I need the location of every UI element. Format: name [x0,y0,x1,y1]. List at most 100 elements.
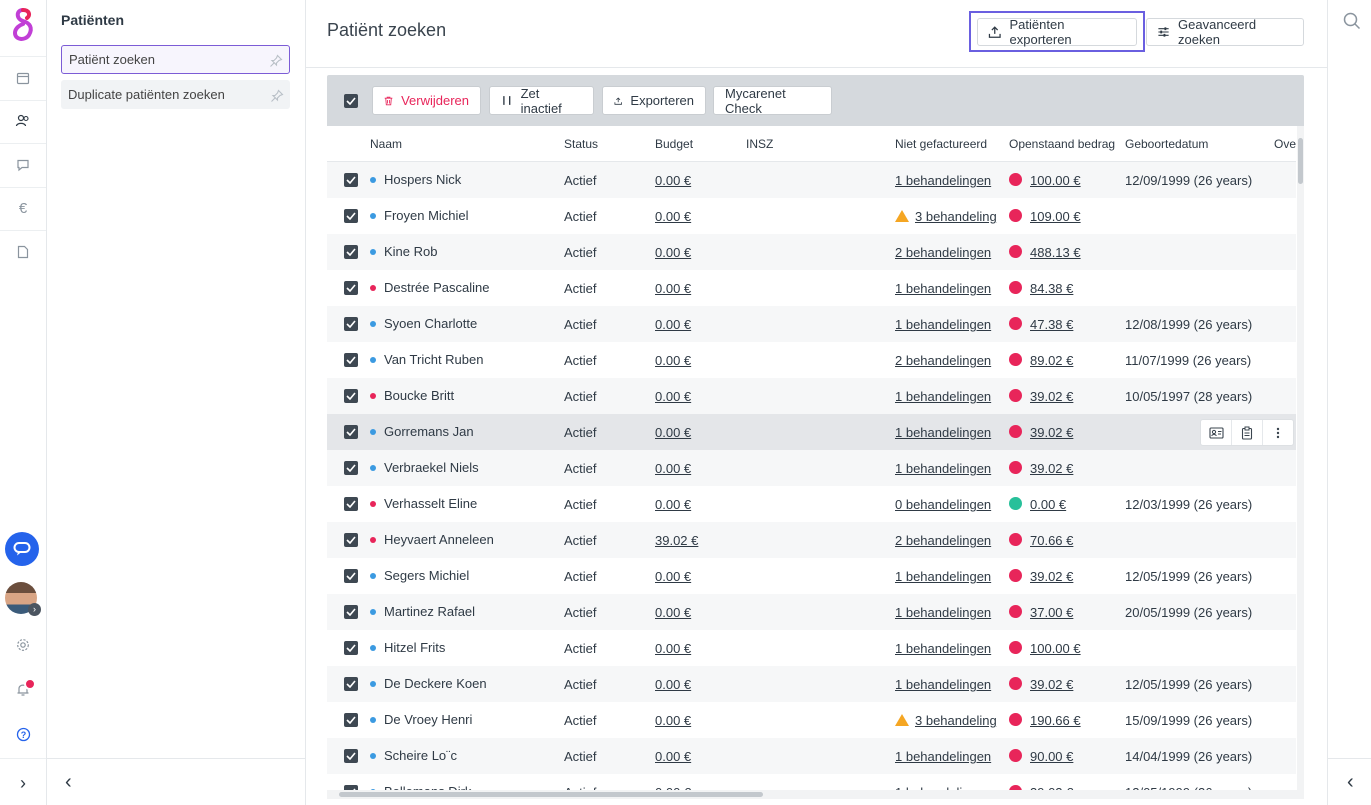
row-checkbox[interactable] [344,281,358,295]
budget-link[interactable]: 0.00 € [655,317,692,332]
unbilled-link[interactable]: 2 behandelingen [895,533,992,548]
table-row[interactable]: De Deckere Koen Actief 0.00 € 1 behandeling… [327,666,1296,702]
pin-icon[interactable] [270,80,284,109]
unbilled-link[interactable]: 1 behandelingen [895,425,992,440]
row-checkbox[interactable] [344,533,358,547]
help-icon[interactable]: ? [12,723,34,745]
search-icon[interactable] [1343,12,1361,33]
row-checkbox[interactable] [344,677,358,691]
patient-name[interactable]: Destrée Pascaline [384,280,490,295]
budget-link[interactable]: 0.00 € [655,281,692,296]
table-row[interactable]: Froyen Michiel Actief 0.00 € 3 behandeling 1… [327,198,1296,234]
table-row[interactable]: Syoen Charlotte Actief 0.00 € 1 behandeling… [327,306,1296,342]
open-amount-link[interactable]: 39.02 € [1030,569,1074,584]
budget-link[interactable]: 0.00 € [655,425,692,440]
scrollbar-thumb[interactable] [339,792,763,797]
row-checkbox[interactable] [344,497,358,511]
patient-name[interactable]: Hitzel Frits [384,640,446,655]
open-amount-link[interactable]: 84.38 € [1030,281,1074,296]
patient-name[interactable]: Verhasselt Eline [384,496,478,511]
table-row[interactable]: Martinez Rafael Actief 0.00 € 1 behandeling… [327,594,1296,630]
budget-link[interactable]: 0.00 € [655,677,692,692]
patient-name[interactable]: Boucke Britt [384,388,455,403]
row-checkbox[interactable] [344,173,358,187]
budget-link[interactable]: 0.00 € [655,389,692,404]
export-button[interactable]: Exporteren [602,86,706,115]
support-chat-button[interactable] [5,532,39,566]
vertical-scrollbar[interactable] [1297,126,1304,790]
open-amount-link[interactable]: 100.00 € [1030,641,1081,656]
column-header[interactable]: Geboortedatum [1125,137,1209,151]
patient-name[interactable]: Syoen Charlotte [384,316,478,331]
budget-link[interactable]: 0.00 € [655,461,692,476]
budget-link[interactable]: 0.00 € [655,713,692,728]
euro-icon[interactable]: € [18,199,28,217]
expand-panel-icon[interactable]: ‹ [1347,771,1354,793]
open-amount-link[interactable]: 39.02 € [1030,389,1074,404]
open-amount-link[interactable]: 39.02 € [1030,425,1074,440]
open-amount-link[interactable]: 0.00 € [1030,497,1067,512]
unbilled-link[interactable]: 1 behandelingen [895,173,992,188]
column-header[interactable]: Ove [1274,137,1296,151]
open-amount-link[interactable]: 488.13 € [1030,245,1081,260]
unbilled-link[interactable]: 1 behandelingen [895,749,992,764]
row-checkbox[interactable] [344,389,358,403]
expand-nav-icon[interactable]: › [20,772,26,793]
open-amount-link[interactable]: 190.66 € [1030,713,1081,728]
column-header[interactable]: INSZ [746,137,774,151]
row-checkbox[interactable] [344,641,358,655]
unbilled-link[interactable]: 1 behandelingen [895,389,992,404]
unbilled-link[interactable]: 1 behandelingen [895,461,992,476]
row-checkbox[interactable] [344,569,358,583]
horizontal-scrollbar[interactable] [327,790,1304,799]
open-amount-link[interactable]: 39.02 € [1030,785,1073,790]
column-header[interactable]: Budget [655,137,694,151]
row-checkbox[interactable] [344,353,358,367]
unbilled-link[interactable]: 1 behandelingen [895,641,992,656]
open-amount-link[interactable]: 100.00 € [1030,173,1081,188]
unbilled-link[interactable]: 1 behandelingen [895,569,992,584]
messages-icon[interactable] [12,154,34,176]
table-row[interactable]: Verbraekel Niels Actief 0.00 € 1 behandelin… [327,450,1296,486]
id-card-icon[interactable] [1201,420,1232,445]
patient-name[interactable]: Heyvaert Anneleen [384,532,494,547]
row-checkbox[interactable] [344,317,358,331]
table-row[interactable]: Gorremans Jan Actief 0.00 € 1 behandelingen… [327,414,1296,450]
patients-icon[interactable] [12,110,34,132]
table-row[interactable]: De Vroey Henri Actief 0.00 € 3 behandeling 1… [327,702,1296,738]
patient-name[interactable]: Froyen Michiel [384,208,469,223]
patient-name[interactable]: Verbraekel Niels [384,460,479,475]
open-amount-link[interactable]: 47.38 € [1030,317,1074,332]
patient-name[interactable]: Segers Michiel [384,568,470,583]
collapse-subnav-icon[interactable]: ‹ [65,771,72,793]
patient-name[interactable]: Van Tricht Ruben [384,352,484,367]
patient-name[interactable]: Gorremans Jan [384,424,474,439]
unbilled-link[interactable]: 3 behandeling [915,713,997,728]
open-amount-link[interactable]: 109.00 € [1030,209,1081,224]
table-row[interactable]: Verhasselt Eline Actief 0.00 € 0 behandelin… [327,486,1296,522]
subnav-item-duplicates[interactable]: Duplicate patiënten zoeken [61,80,290,109]
open-amount-link[interactable]: 70.66 € [1030,533,1074,548]
open-amount-link[interactable]: 39.02 € [1030,461,1074,476]
export-patients-button[interactable]: Patiënten exporteren [977,17,1137,47]
table-row[interactable]: Hitzel Frits Actief 0.00 € 1 behandelingen 1… [327,630,1296,666]
unbilled-link[interactable]: 1 behandelingen [895,605,992,620]
subnav-item-patient-search[interactable]: Patiënt zoeken [61,45,290,74]
open-amount-link[interactable]: 90.00 € [1030,749,1074,764]
row-checkbox[interactable] [344,785,358,790]
row-checkbox[interactable] [344,713,358,727]
unbilled-link[interactable]: 1 behandelingen [895,785,991,790]
user-avatar[interactable]: › [5,582,41,616]
table-row[interactable]: Destrée Pascaline Actief 0.00 € 1 behandeli… [327,270,1296,306]
budget-link[interactable]: 0.00 € [655,749,692,764]
open-amount-link[interactable]: 37.00 € [1030,605,1074,620]
budget-link[interactable]: 0.00 € [655,173,692,188]
table-row[interactable]: Segers Michiel Actief 0.00 € 1 behandelinge… [327,558,1296,594]
column-header[interactable]: Status [564,137,599,151]
unbilled-link[interactable]: 0 behandelingen [895,497,992,512]
unbilled-link[interactable]: 2 behandelingen [895,353,992,368]
select-all-checkbox[interactable] [344,94,358,108]
budget-link[interactable]: 0.00 € [655,497,692,512]
patient-name[interactable]: Bellemans Dirk [384,774,471,790]
unbilled-link[interactable]: 1 behandelingen [895,677,992,692]
